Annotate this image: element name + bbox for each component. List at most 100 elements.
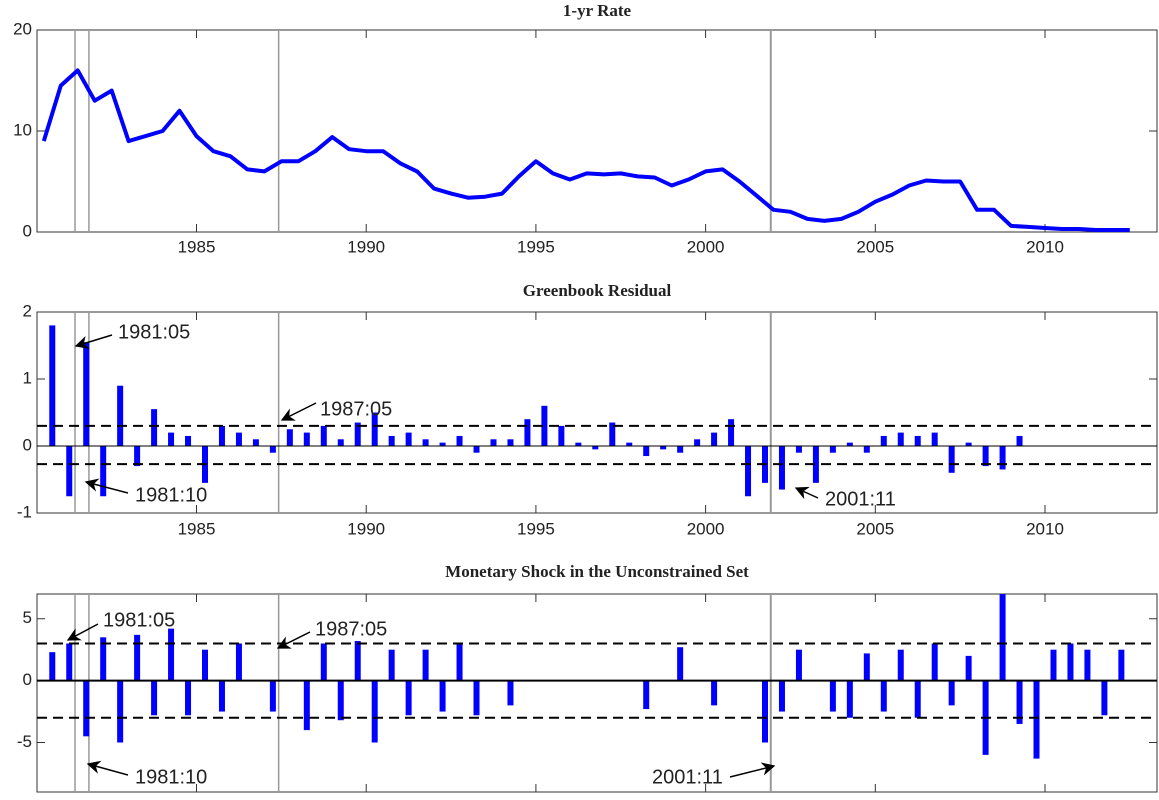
bar [134,634,141,681]
bar [83,680,90,737]
bar [694,439,701,446]
plot-area [36,593,1158,793]
bar [677,647,684,681]
x-tick-label: 1990 [347,237,385,256]
bar [185,680,192,716]
bar [931,432,938,446]
bar [965,655,972,681]
bar [1016,435,1023,446]
bar [795,446,802,453]
bar [660,446,667,450]
bar [168,432,175,446]
bar [524,419,531,446]
annotation-arrow [84,478,129,494]
x-tick-label: 1990 [347,519,385,538]
x-tick-label: 2000 [687,519,725,538]
bar [1084,649,1091,681]
bar [507,439,514,446]
annotation-arrow [86,760,129,776]
bar [558,425,565,446]
bar [592,446,599,450]
y-tick-label: 10 [13,120,32,139]
bar [1101,680,1108,716]
bar [829,680,836,712]
bar [643,446,650,457]
bar [575,442,582,446]
y-tick-label: 0 [23,435,32,454]
bar [863,653,870,681]
bar [100,637,107,681]
annotation-arrow [74,334,113,349]
bar [49,652,56,681]
bar [218,425,225,446]
bar [643,680,650,710]
annotation: 1987:05 [320,398,392,420]
bar [745,446,752,497]
x-tick-label: 2000 [687,237,725,256]
annotation-arrow [66,623,99,641]
bar [778,446,785,490]
x-tick-label: 2005 [856,237,894,256]
bar [897,649,904,681]
x-tick-label: 1985 [178,519,216,538]
bar [999,594,1006,681]
x-tick-label: 1985 [178,237,216,256]
bar [354,422,361,446]
bar [235,643,242,681]
bar [456,435,463,446]
y-tick-label: -1 [17,502,32,521]
plot-area [36,29,1158,233]
annotation: 2001:11 [825,488,896,510]
bar [880,680,887,712]
panel-title: 1-yr Rate [563,1,632,20]
bar [83,342,90,446]
annotation-arrow [276,631,311,649]
bar [117,385,124,446]
bar [405,680,412,716]
y-tick-label: 2 [23,301,32,320]
bar [66,643,73,681]
bar [762,680,768,743]
bar [897,432,904,446]
bar [168,628,175,681]
bar [626,442,633,446]
bar [728,419,735,446]
y-tick-label: 1 [23,368,32,387]
x-tick-label: 1995 [517,237,555,256]
bar [914,435,921,446]
x-tick-label: 1995 [517,519,555,538]
annotation: 1981:10 [135,766,207,788]
bar [286,429,293,446]
bar [1033,680,1040,759]
annotation-arrow [280,402,317,421]
bar [218,680,225,712]
bar [202,649,208,681]
bar [320,425,327,446]
bar [795,649,802,681]
bar [982,446,989,467]
bar [100,446,107,497]
bar [1067,643,1074,681]
bar [151,680,158,716]
bar [134,446,141,467]
bar [812,446,819,483]
bar [269,680,276,712]
annotation: 1987:05 [315,618,387,640]
bar [778,680,785,712]
annotation: 2001:11 [652,766,723,788]
bar [439,680,446,712]
bar [1118,649,1125,681]
bar [151,409,158,446]
bar [303,432,310,446]
y-tick-label: 0 [23,221,32,240]
annotation-arrow [729,762,776,778]
bar [66,446,73,497]
x-tick-label: 2005 [856,519,894,538]
bar [507,680,514,706]
bar [235,432,242,446]
annotation: 1981:10 [135,484,207,506]
bar [999,446,1006,470]
bar [185,435,192,446]
bar [846,442,853,446]
